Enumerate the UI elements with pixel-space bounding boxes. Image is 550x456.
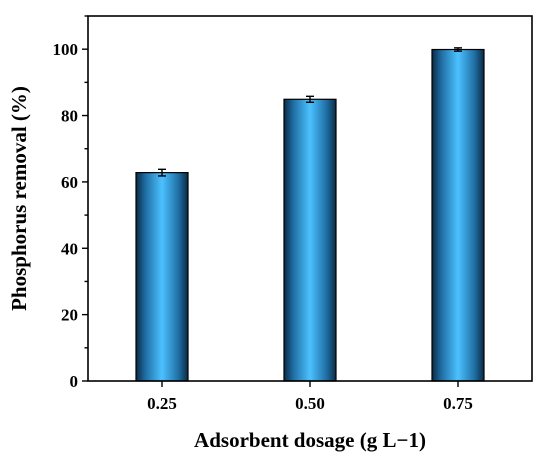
bar-0.75 [431, 48, 485, 382]
y-tick-label: 100 [53, 40, 79, 59]
y-tick-label: 0 [70, 372, 79, 391]
y-tick-label: 60 [61, 173, 78, 192]
bar-0.25 [135, 172, 189, 382]
y-tick-label: 40 [61, 239, 78, 258]
x-tick-label: 0.50 [295, 394, 325, 413]
error-bar-0.75 [454, 47, 462, 52]
error-bars-group [158, 47, 462, 177]
x-ticks-group: 0.25 0.50 0.75 [147, 381, 473, 413]
y-axis-title: Phosphorus removal (%) [7, 86, 31, 311]
plot-frame [87, 15, 533, 382]
error-bar-0.25 [158, 168, 166, 177]
x-tick-label: 0.25 [147, 394, 177, 413]
bar-0.50 [283, 98, 337, 382]
y-tick-label: 20 [61, 306, 78, 325]
y-ticks-group: 0 20 40 60 80 100 [53, 15, 88, 391]
x-axis-title: Adsorbent dosage (g L−1) [194, 428, 426, 452]
error-bar-0.50 [306, 95, 314, 103]
y-tick-label: 80 [61, 107, 78, 126]
x-tick-label: 0.75 [443, 394, 473, 413]
